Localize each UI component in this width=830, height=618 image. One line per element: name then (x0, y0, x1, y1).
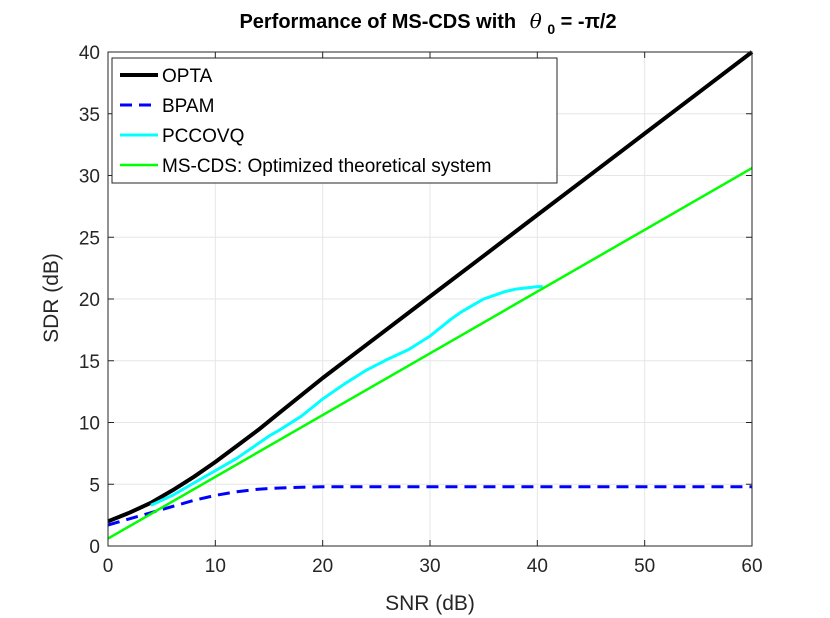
x-tick-label: 30 (419, 556, 440, 577)
y-tick-label: 35 (79, 105, 100, 126)
x-tick-label: 10 (205, 556, 226, 577)
x-tick-label: 40 (527, 556, 548, 577)
y-tick-label: 0 (89, 537, 100, 558)
series-line-pccovq (150, 285, 543, 507)
series-line-bpam (107, 485, 752, 527)
x-tick-label: 50 (634, 556, 655, 577)
series-line-ms-cds-optimized-theoretical-system (107, 167, 753, 540)
y-tick-label: 10 (79, 414, 100, 435)
series-lines (107, 50, 754, 540)
y-tick-label: 15 (79, 352, 100, 373)
x-tick-label: 0 (103, 556, 114, 577)
y-tick-label: 30 (79, 167, 100, 188)
series-line-opta (107, 50, 754, 524)
chart-title: Performance of MS-CDS with θ 0 = -π/2 (239, 9, 616, 39)
x-axis-label: SNR (dB) (385, 592, 475, 615)
y-tick-label: 20 (79, 290, 100, 311)
legend-entry: OPTA (162, 66, 213, 87)
y-tick-label: 5 (89, 475, 100, 496)
x-tick-label: 20 (312, 556, 333, 577)
axis-ticks: 0 10 20 30 40 50 60 0 5 10 15 20 25 30 35 40 (79, 43, 763, 577)
legend-entry: MS-CDS: Optimized theoretical system (162, 156, 491, 177)
legend: OPTA BPAM PCCOVQ MS-CDS: Optimized theoreti… (111, 57, 558, 184)
y-tick-label: 25 (79, 228, 100, 249)
y-axis-label: SDR (dB) (40, 253, 63, 343)
legend-entry: PCCOVQ (162, 126, 244, 147)
x-tick-label: 60 (741, 556, 762, 577)
legend-entry: BPAM (162, 96, 214, 117)
y-tick-label: 40 (79, 43, 100, 64)
